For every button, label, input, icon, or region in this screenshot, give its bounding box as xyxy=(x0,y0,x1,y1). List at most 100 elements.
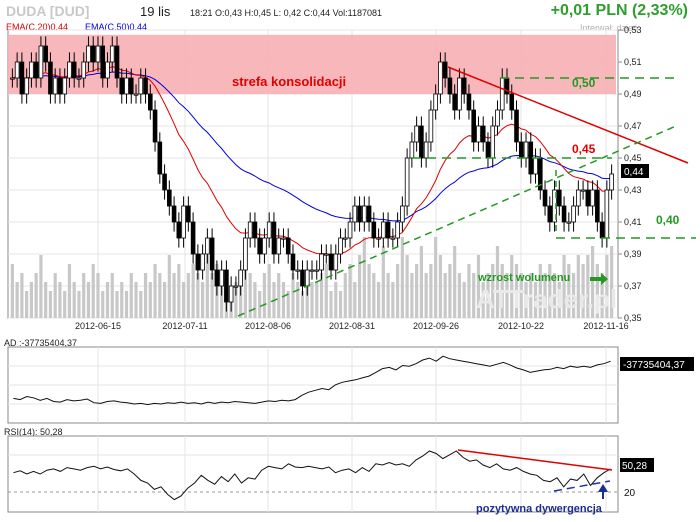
candle-body xyxy=(309,269,315,272)
candle-body xyxy=(557,189,562,207)
candle-body xyxy=(495,109,500,127)
rsi-tick-20: 20 xyxy=(624,488,636,499)
volume-bar xyxy=(248,273,252,318)
volume-bar xyxy=(514,264,519,318)
candle-body xyxy=(599,221,605,239)
zone-label: strefa konsolidacji xyxy=(232,74,346,89)
volume-bar xyxy=(15,282,19,318)
volume-bar xyxy=(600,273,604,318)
volume-bar xyxy=(220,282,224,318)
price-tick-label: 0,39 xyxy=(624,249,642,259)
candle-body xyxy=(186,205,191,223)
volume-bar xyxy=(415,264,419,318)
quote-line: 18:21 O:0,43 H:0,45 L: 0,42 C:0,44 Vol:1… xyxy=(190,8,382,18)
volume-bar xyxy=(196,273,200,318)
price-tick-label: 0,41 xyxy=(624,217,642,227)
candle-body xyxy=(133,93,139,96)
volume-bar xyxy=(405,255,409,318)
volume-bar xyxy=(524,282,528,318)
candle-body xyxy=(328,253,334,271)
candle-body xyxy=(366,205,372,223)
candle-body xyxy=(24,77,29,95)
volume-bar xyxy=(486,273,490,318)
candle-body xyxy=(419,125,424,159)
volume-bar xyxy=(139,291,143,318)
candle-body xyxy=(52,77,58,95)
volume-bar xyxy=(605,255,609,318)
candle-body xyxy=(423,141,429,159)
volume-note: wzrost wolumenu xyxy=(477,272,570,284)
date-tick-label: 2012-09-26 xyxy=(413,321,459,331)
volume-bar xyxy=(367,264,371,318)
volume-bar xyxy=(129,273,133,318)
volume-bar xyxy=(210,273,214,318)
date-tick-label: 2012-08-31 xyxy=(329,321,375,331)
candle-body xyxy=(238,269,243,287)
volume-bar xyxy=(243,264,248,318)
volume-bar xyxy=(552,273,557,318)
volume-bar xyxy=(91,264,95,318)
volume-bar xyxy=(124,291,129,318)
candle-body xyxy=(90,45,96,63)
candle-body xyxy=(381,221,386,239)
candle-body xyxy=(518,141,524,159)
candle-body xyxy=(243,237,248,271)
candle-body xyxy=(352,205,358,223)
candle-body xyxy=(404,157,410,207)
candle-body xyxy=(81,61,87,79)
volume-bar xyxy=(334,282,338,318)
candle-body xyxy=(376,237,381,240)
date-tick-label: 2012-11-16 xyxy=(583,321,628,331)
volume-bar xyxy=(595,264,599,318)
candle-body xyxy=(542,189,548,207)
candle-body xyxy=(338,237,343,255)
volume-bar xyxy=(438,255,443,318)
price-tick-label: 0,43 xyxy=(624,185,642,195)
candle-body xyxy=(290,253,296,271)
volume-bar xyxy=(443,273,447,318)
volume-bar xyxy=(353,282,357,318)
volume-bar xyxy=(105,282,110,318)
rsi-label: RSI(14): 50,28 xyxy=(4,427,63,437)
volume-bar xyxy=(510,255,514,318)
volume-bar xyxy=(29,282,34,318)
candle-body xyxy=(457,77,462,111)
volume-bar xyxy=(77,291,81,318)
price-tick-label: 0,53 xyxy=(624,25,642,35)
date-tick-label: 2012-08-06 xyxy=(245,321,291,331)
candle-body xyxy=(319,253,324,271)
volume-bar xyxy=(319,273,324,318)
volume-bar xyxy=(277,273,281,318)
volume-bar xyxy=(434,237,438,318)
last-price-box xyxy=(621,164,649,178)
candle-body xyxy=(428,109,434,143)
candle-body xyxy=(171,205,177,223)
volume-bar xyxy=(172,273,176,318)
candle-body xyxy=(342,237,348,240)
resistance-trendline xyxy=(447,66,689,164)
volume-bar xyxy=(63,291,67,318)
volume-bar xyxy=(476,255,481,318)
volume-bar xyxy=(419,246,423,318)
volume-bar xyxy=(424,273,428,318)
price-tick-label: 0,35 xyxy=(624,313,642,323)
volume-bar xyxy=(338,291,343,318)
chart-header: DUDA [DUD] 19 lis 18:21 O:0,43 H:0,45 L:… xyxy=(0,0,700,22)
ad-grid xyxy=(8,347,618,423)
volume-bar xyxy=(10,264,14,318)
volume-bar xyxy=(300,291,305,318)
candle-body xyxy=(523,141,529,159)
candle-body xyxy=(195,253,201,271)
candle-body xyxy=(119,77,125,95)
volume-bar xyxy=(481,282,485,318)
volume-bar xyxy=(96,273,100,318)
price-tick-label: 0,47 xyxy=(624,121,642,131)
candle-body xyxy=(400,205,405,223)
volume-bar xyxy=(357,255,362,318)
volume-bar xyxy=(495,246,500,318)
volume-bar xyxy=(543,273,547,318)
candle-body xyxy=(585,189,591,207)
candle-body xyxy=(181,205,186,239)
candle-body xyxy=(580,189,586,192)
volume-bar xyxy=(381,246,385,318)
